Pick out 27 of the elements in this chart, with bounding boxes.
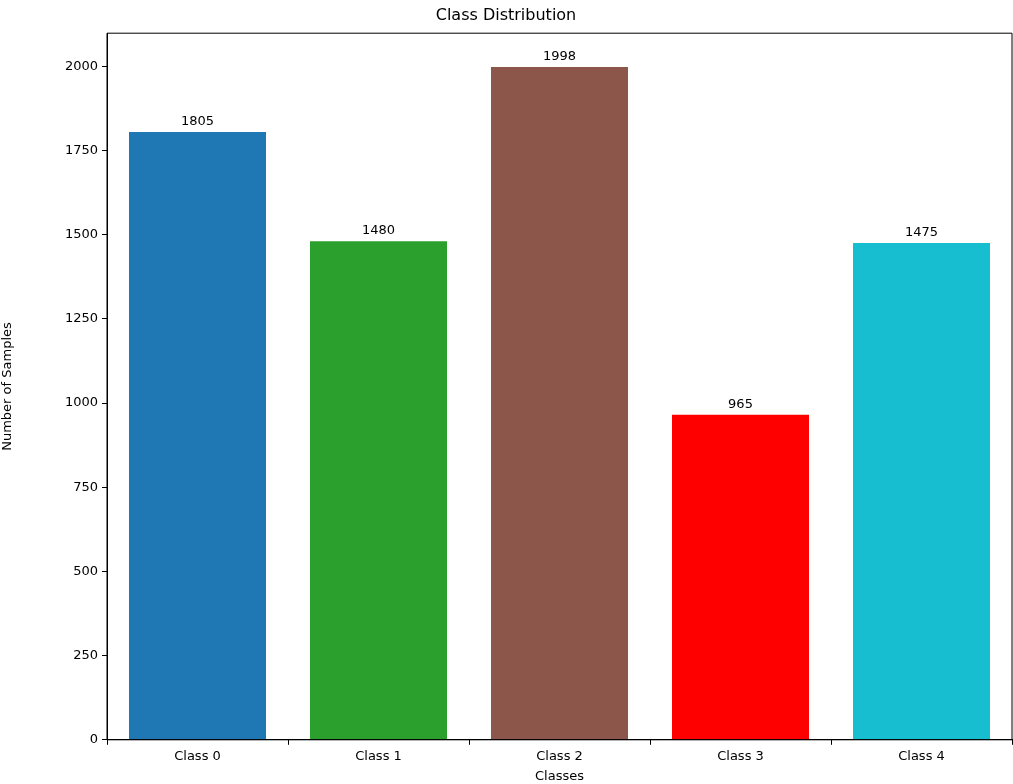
bar xyxy=(309,241,448,740)
x-tick-label: Class 0 xyxy=(174,747,221,763)
y-tick-label: 1250 xyxy=(64,310,98,326)
y-tick-label: 250 xyxy=(73,646,98,662)
chart-title: Class Distribution xyxy=(435,4,577,24)
x-tick-label: Class 4 xyxy=(898,747,945,763)
x-tick-label: Class 2 xyxy=(536,747,583,763)
y-tick-label: 1000 xyxy=(64,394,98,410)
y-tick-label: 0 xyxy=(89,731,98,747)
y-axis-title: Number of Samples xyxy=(0,322,15,451)
y-tick-label: 500 xyxy=(73,562,98,578)
y-tick-label: 2000 xyxy=(64,57,98,73)
x-axis-title: Classes xyxy=(535,767,585,783)
data-label: 1480 xyxy=(361,222,396,238)
data-label: 965 xyxy=(728,395,753,411)
bar xyxy=(128,131,267,740)
x-tick-label: Class 3 xyxy=(717,747,764,763)
y-tick-label: 1500 xyxy=(64,225,98,241)
bar xyxy=(852,243,991,740)
bar xyxy=(490,66,629,740)
data-label: 1475 xyxy=(904,223,939,239)
y-tick-label: 750 xyxy=(73,478,98,494)
bar xyxy=(671,414,810,740)
y-tick-label: 1750 xyxy=(64,141,98,157)
x-tick-label: Class 1 xyxy=(355,747,402,763)
data-label: 1805 xyxy=(180,112,215,128)
data-label: 1998 xyxy=(542,47,577,63)
